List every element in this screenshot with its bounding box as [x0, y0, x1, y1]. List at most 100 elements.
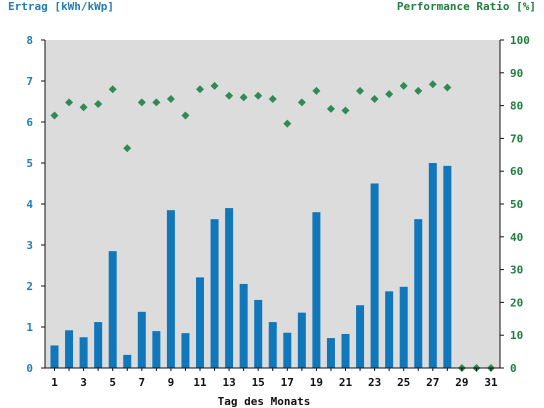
yield-bar [94, 322, 103, 368]
x-tick-label: 9 [168, 376, 175, 389]
pr-marker [443, 83, 452, 92]
x-tick-label: 13 [222, 376, 235, 389]
yield-bar [399, 286, 408, 368]
x-tick-label: 17 [281, 376, 294, 389]
right-tick-label: 60 [510, 165, 523, 178]
pr-marker [341, 106, 350, 115]
pr-marker [210, 81, 219, 90]
pr-marker [79, 103, 88, 112]
pr-marker [94, 99, 103, 108]
left-tick-label: 3 [26, 239, 33, 252]
right-tick-label: 40 [510, 231, 523, 244]
right-tick-label: 70 [510, 132, 523, 145]
marker-group [50, 80, 495, 372]
pr-marker [414, 86, 423, 95]
yield-bar [196, 277, 204, 368]
pr-marker [283, 119, 292, 128]
yield-bar [268, 322, 277, 368]
yield-bar [326, 338, 335, 368]
right-tick-label: 30 [510, 264, 523, 277]
pr-marker [181, 111, 190, 120]
x-tick-label: 21 [339, 376, 353, 389]
yield-bar [123, 354, 132, 368]
pr-marker [108, 85, 117, 94]
x-tick-label: 29 [455, 376, 468, 389]
left-tick-label: 2 [26, 280, 33, 293]
yield-bar [283, 332, 292, 368]
yield-bar [239, 283, 248, 368]
x-tick-label: 1 [51, 376, 58, 389]
yield-bar [341, 333, 350, 368]
left-tick-label: 5 [26, 157, 33, 170]
pr-marker [268, 95, 277, 104]
pr-marker [225, 91, 234, 100]
x-tick-label: 7 [138, 376, 145, 389]
pr-marker [239, 93, 248, 102]
pr-marker [137, 98, 146, 107]
yield-bar [166, 210, 175, 368]
pr-marker [356, 86, 365, 95]
x-tick-label: 15 [252, 376, 265, 389]
yield-bar [152, 331, 161, 368]
x-tick-label: 19 [310, 376, 323, 389]
x-axis-label: Tag des Monats [218, 395, 311, 408]
right-tick-label: 10 [510, 329, 523, 342]
x-tick-label: 31 [484, 376, 498, 389]
pr-marker [50, 111, 59, 120]
pr-marker [326, 104, 335, 113]
pr-marker [196, 85, 204, 94]
pr-marker [152, 98, 161, 107]
left-tick-label: 8 [26, 34, 33, 47]
yield-bar [414, 219, 423, 368]
left-tick-label: 7 [26, 75, 33, 88]
pr-marker [385, 90, 394, 99]
right-axis-title: Performance Ratio [%] [397, 0, 536, 13]
x-tick-label: 27 [426, 376, 439, 389]
right-tick-label: 100 [510, 34, 530, 47]
pr-marker [166, 95, 175, 104]
pr-marker [254, 91, 263, 100]
pr-marker [123, 144, 132, 153]
pr-marker [312, 86, 321, 95]
pr-marker [297, 98, 306, 107]
yield-bar [428, 163, 437, 368]
x-tick-label: 25 [397, 376, 410, 389]
yield-bar [137, 311, 146, 368]
right-tick-label: 90 [510, 67, 523, 80]
bar-group [50, 163, 452, 368]
yield-bar [356, 305, 365, 368]
right-tick-label: 80 [510, 100, 523, 113]
yield-bar [370, 183, 379, 368]
yield-bar [65, 330, 74, 368]
x-tick-label: 11 [193, 376, 207, 389]
pr-marker [428, 80, 437, 89]
yield-bar [79, 337, 88, 368]
left-axis-title: Ertrag [kWh/kWp] [8, 0, 114, 13]
yield-bar [312, 212, 321, 368]
yield-bar [254, 299, 263, 368]
pr-marker [399, 81, 408, 90]
yield-bar [50, 345, 59, 368]
x-tick-label: 3 [80, 376, 87, 389]
right-tick-label: 50 [510, 198, 523, 211]
x-tick-label: 5 [109, 376, 116, 389]
left-tick-label: 1 [26, 321, 33, 334]
left-tick-label: 4 [26, 198, 33, 211]
yield-bar [225, 208, 234, 368]
yield-bar [443, 165, 452, 368]
pr-marker [65, 98, 74, 107]
x-tick-label: 23 [368, 376, 381, 389]
left-tick-label: 6 [26, 116, 33, 129]
yield-bar [297, 312, 306, 368]
yield-bar [108, 251, 117, 368]
plot-area [45, 40, 500, 368]
left-tick-label: 0 [26, 362, 33, 375]
right-tick-label: 20 [510, 296, 523, 309]
yield-bar [181, 333, 190, 368]
yield-bar [385, 291, 394, 368]
pr-marker [370, 95, 379, 104]
right-tick-label: 0 [510, 362, 517, 375]
yield-bar [210, 219, 219, 368]
